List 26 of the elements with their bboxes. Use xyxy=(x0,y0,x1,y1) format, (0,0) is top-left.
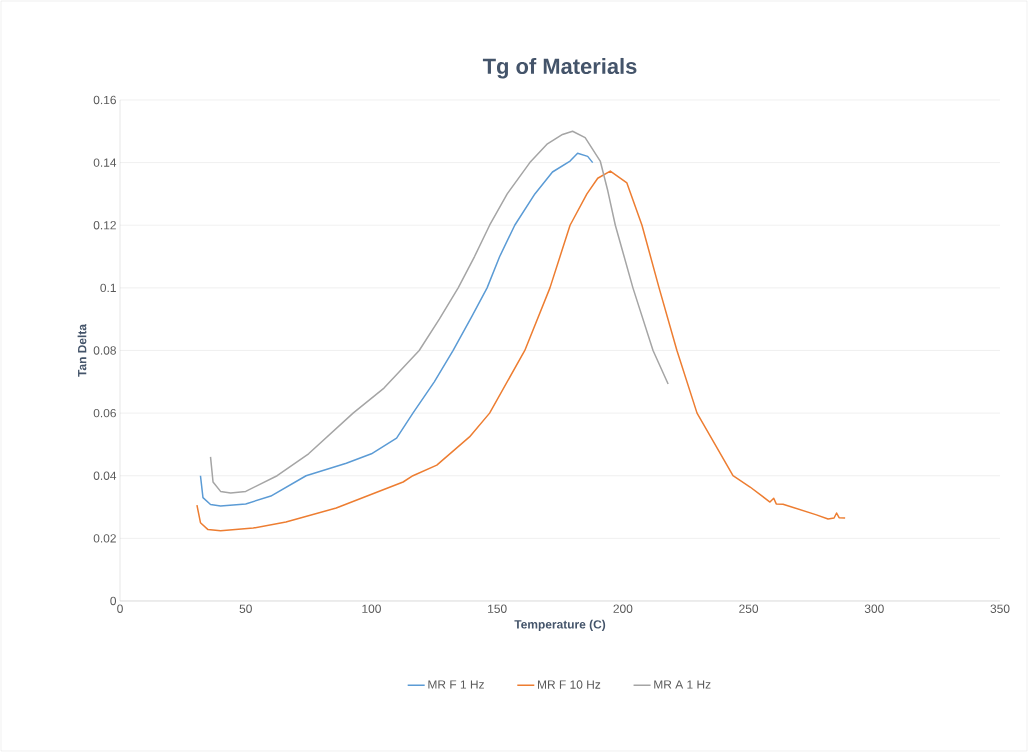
x-tick-label: 200 xyxy=(613,604,633,613)
y-tick-label: 0.06 xyxy=(93,408,116,418)
y-tick-label: 0.16 xyxy=(93,95,116,105)
x-tick-label: 100 xyxy=(362,604,381,613)
x-tick-label: 0 xyxy=(117,604,123,613)
line-series xyxy=(199,152,594,507)
y-tick-label: 0.14 xyxy=(93,158,117,167)
y-axis-title: Tan Delta xyxy=(77,323,87,377)
y-tick-label: 0 xyxy=(110,596,117,606)
y-tick-label: 0.02 xyxy=(93,534,116,543)
x-axis-title: Temperature (C) xyxy=(514,619,606,631)
line-series xyxy=(209,130,669,494)
legend-label: MR F 1 Hz xyxy=(428,680,484,689)
y-tick-label: 0.12 xyxy=(93,221,116,230)
legend-label: MR F 10 Hz xyxy=(538,680,601,689)
x-tick-label: 250 xyxy=(739,604,759,613)
chart-title: Tg of Materials xyxy=(482,57,637,79)
line-series xyxy=(196,170,846,532)
x-tick-label: 50 xyxy=(239,604,252,613)
y-tick-label: 0.1 xyxy=(100,283,116,293)
y-tick-label: 0.04 xyxy=(93,471,117,480)
x-tick-label: 350 xyxy=(990,604,1010,613)
x-tick-label: 150 xyxy=(488,604,507,613)
legend-label: MR A 1 Hz xyxy=(654,680,711,689)
y-tick-label: 0.08 xyxy=(93,346,116,355)
x-tick-label: 300 xyxy=(864,604,884,613)
